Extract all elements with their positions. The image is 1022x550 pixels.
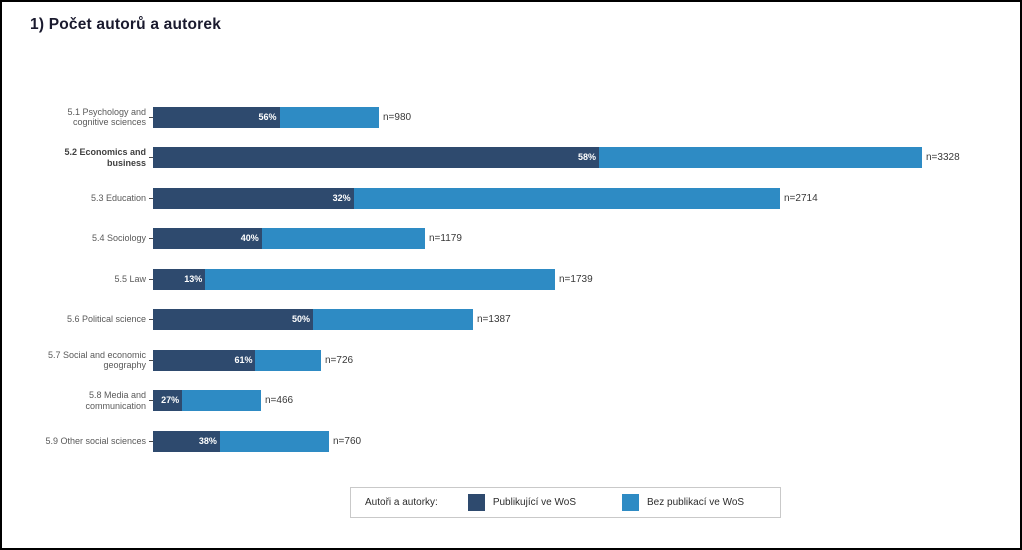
legend-label-unpublished: Bez publikací ve WoS (647, 497, 745, 508)
stacked-bar: 27% (153, 390, 261, 411)
segment-published: 32% (153, 187, 354, 209)
legend-swatch-dark-icon (467, 494, 485, 511)
bar-row: 5.7 Social and economic geography 61% n=72… (2, 349, 1020, 371)
segment-published: 13% (153, 268, 206, 290)
axis-tick (149, 278, 153, 280)
segment-published: 50% (153, 309, 313, 330)
segment-unpublished (279, 106, 379, 128)
axis-tick (149, 116, 153, 118)
stacked-bar: 50% (153, 309, 473, 330)
bar-row: 5.4 Sociology 40% n=1179 (2, 228, 1020, 249)
category-label: 5.8 Media and communication (85, 390, 146, 411)
bar-row: 5.8 Media and communication 27% n=466 (2, 390, 1020, 411)
total-count-label: n=760 (333, 435, 362, 447)
axis-tick (149, 400, 153, 401)
legend-label-published: Publikující ve WoS (492, 497, 576, 508)
chart-title: 1) Počet autorů a autorek (30, 16, 222, 33)
segment-unpublished (353, 187, 780, 209)
stacked-bar: 58% (153, 147, 922, 168)
bar-row: 5.6 Political science 50% n=1387 (2, 309, 1020, 330)
percent-label: 58% (578, 152, 597, 162)
stacked-bar: 38% (153, 430, 329, 452)
bar-row: 5.9 Other social sciences 38% n=760 (2, 430, 1020, 452)
segment-unpublished (205, 268, 555, 290)
bar-row: 5.2 Economics and business 58% n=3328 (2, 147, 1020, 168)
segment-published: 38% (153, 430, 220, 452)
bar-row: 5.1 Psychology and cognitive sciences 56%… (2, 106, 1020, 128)
stacked-bar: 13% (153, 268, 555, 290)
total-count-label: n=3328 (926, 152, 960, 163)
segment-unpublished (219, 430, 329, 452)
category-label: 5.1 Psychology and cognitive sciences (67, 106, 146, 128)
total-count-label: n=1387 (477, 314, 511, 325)
segment-published: 56% (153, 106, 280, 128)
total-count-label: n=2714 (784, 192, 818, 204)
category-label: 5.4 Sociology (91, 233, 146, 244)
segment-published: 58% (153, 147, 600, 168)
legend-prefix-label: Autoři a autorky: (365, 497, 438, 508)
stacked-bar: 32% (153, 187, 780, 209)
legend-item-published: Publikující ve WoS (467, 494, 576, 511)
percent-label: 40% (240, 233, 259, 243)
segment-unpublished (255, 349, 321, 371)
stacked-bar: 40% (153, 228, 425, 249)
axis-tick (149, 319, 153, 320)
segment-published: 27% (153, 390, 183, 411)
segment-published: 61% (153, 349, 256, 371)
axis-tick (149, 440, 153, 442)
category-label: 5.6 Political science (66, 314, 146, 325)
segment-unpublished (313, 309, 473, 330)
total-count-label: n=1179 (429, 233, 462, 244)
axis-tick (149, 359, 153, 361)
axis-tick (149, 197, 153, 199)
percent-label: 50% (291, 314, 310, 324)
stacked-bar: 61% (153, 349, 321, 371)
legend-swatch-light-icon (622, 494, 639, 511)
percent-label: 61% (234, 354, 253, 365)
bar-row: 5.5 Law 13% n=1739 (2, 268, 1020, 290)
category-label: 5.9 Other social sciences (45, 435, 146, 446)
category-label: 5.2 Economics and business (64, 147, 146, 168)
percent-label: 27% (161, 395, 180, 405)
total-count-label: n=1739 (559, 273, 593, 285)
segment-unpublished (261, 228, 425, 249)
axis-tick (149, 157, 153, 158)
stacked-bar: 56% (153, 106, 379, 128)
chart-legend: Autoři a autorky: Publikující ve WoS Bez… (350, 487, 781, 518)
segment-unpublished (182, 390, 261, 411)
percent-label: 38% (198, 435, 217, 446)
legend-item-unpublished: Bez publikací ve WoS (622, 494, 744, 511)
category-label: 5.7 Social and economic geography (47, 349, 146, 371)
percent-label: 13% (184, 273, 203, 284)
total-count-label: n=726 (325, 354, 354, 366)
percent-label: 32% (332, 192, 351, 203)
bar-row: 5.3 Education 32% n=2714 (2, 187, 1020, 209)
axis-tick (149, 238, 153, 239)
total-count-label: n=980 (383, 111, 412, 123)
percent-label: 56% (258, 111, 277, 122)
category-label: 5.5 Law (114, 273, 146, 284)
total-count-label: n=466 (265, 395, 294, 406)
segment-published: 40% (153, 228, 262, 249)
segment-unpublished (599, 147, 922, 168)
category-label: 5.3 Education (90, 192, 146, 203)
